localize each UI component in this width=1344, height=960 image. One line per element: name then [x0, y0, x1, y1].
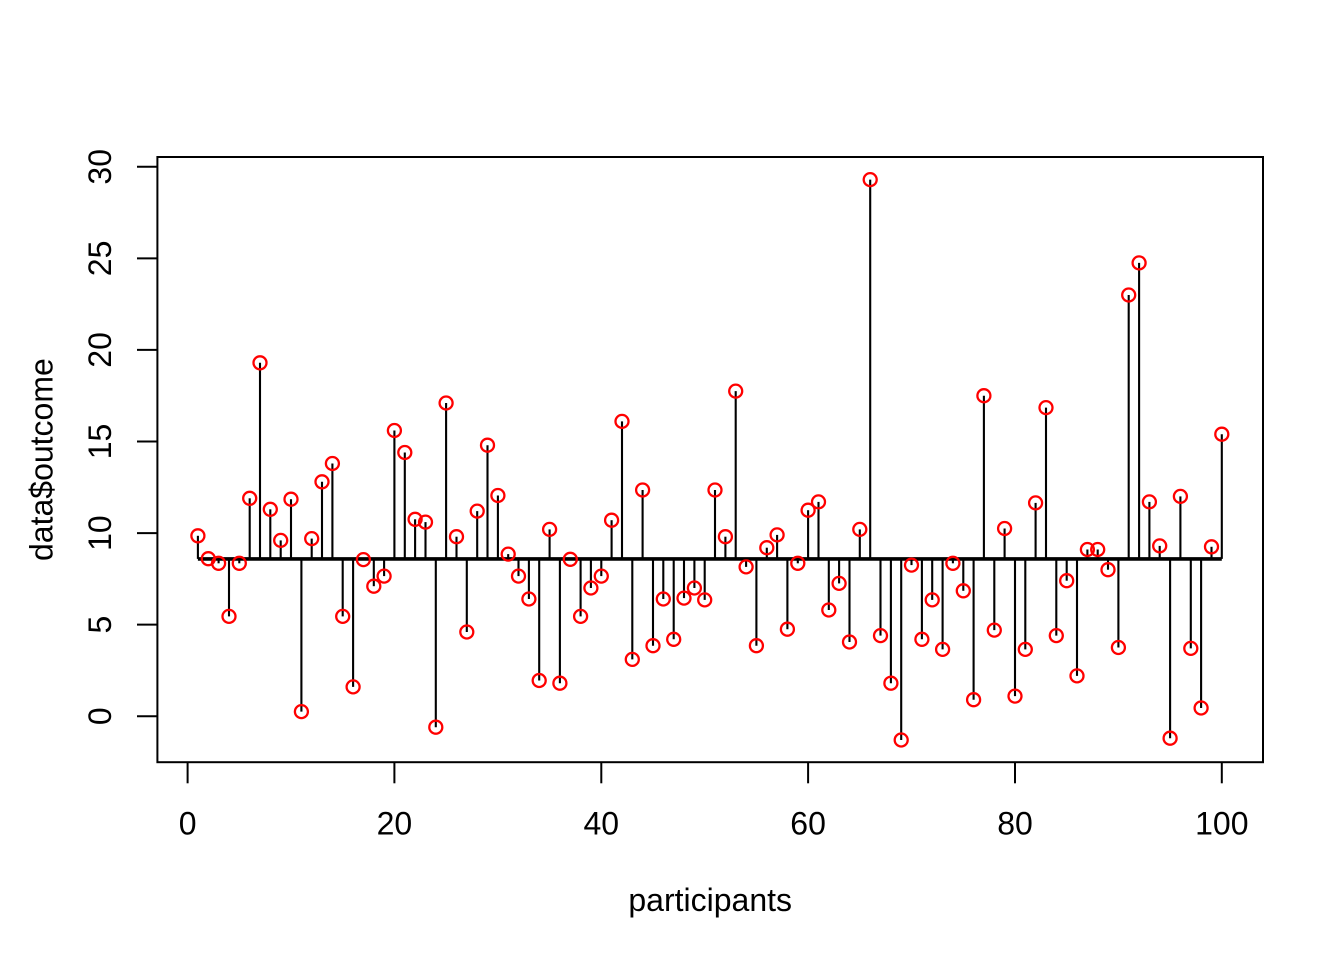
svg-text:40: 40: [584, 806, 620, 842]
svg-text:20: 20: [82, 332, 118, 368]
svg-text:60: 60: [790, 806, 826, 842]
svg-text:0: 0: [82, 707, 118, 725]
svg-text:15: 15: [82, 424, 118, 460]
svg-text:80: 80: [997, 806, 1033, 842]
svg-text:100: 100: [1195, 806, 1248, 842]
svg-text:10: 10: [82, 515, 118, 551]
svg-text:20: 20: [377, 806, 413, 842]
svg-text:0: 0: [179, 806, 197, 842]
svg-text:25: 25: [82, 241, 118, 277]
svg-text:30: 30: [82, 149, 118, 185]
svg-text:participants: participants: [628, 882, 792, 918]
svg-text:data$outcome: data$outcome: [24, 358, 60, 561]
svg-text:5: 5: [82, 616, 118, 634]
